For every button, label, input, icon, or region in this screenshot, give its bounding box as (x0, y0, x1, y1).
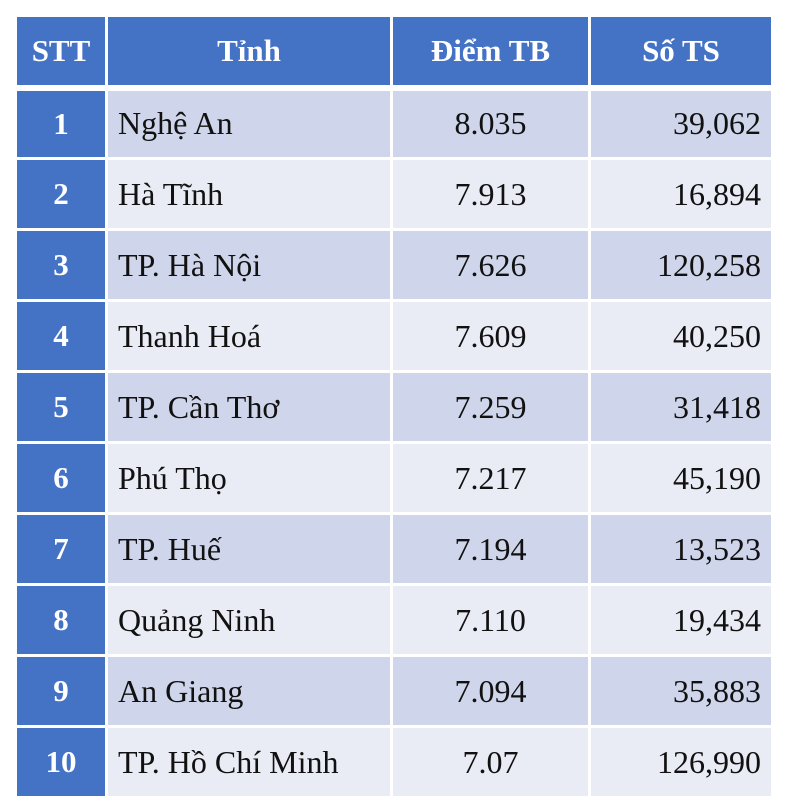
table-row: 9 An Giang 7.094 35,883 (14, 654, 774, 728)
cell-province: Nghệ An (105, 86, 393, 160)
header-candidate-count: Số TS (588, 14, 774, 91)
cell-average-score: 7.913 (390, 157, 591, 231)
table-row: 6 Phú Thọ 7.217 45,190 (14, 441, 774, 515)
cell-average-score: 7.094 (390, 654, 591, 728)
cell-stt: 7 (14, 512, 108, 586)
header-row: STT Tỉnh Điểm TB Số TS (14, 14, 774, 91)
cell-candidate-count: 31,418 (588, 370, 774, 444)
cell-candidate-count: 13,523 (588, 512, 774, 586)
cell-province: TP. Hồ Chí Minh (105, 725, 393, 799)
cell-candidate-count: 40,250 (588, 299, 774, 373)
cell-stt: 10 (14, 725, 108, 799)
cell-average-score: 7.609 (390, 299, 591, 373)
cell-candidate-count: 35,883 (588, 654, 774, 728)
cell-average-score: 7.07 (390, 725, 591, 799)
table-row: 3 TP. Hà Nội 7.626 120,258 (14, 228, 774, 302)
table-row: 5 TP. Cần Thơ 7.259 31,418 (14, 370, 774, 444)
table-row: 8 Quảng Ninh 7.110 19,434 (14, 583, 774, 657)
cell-province: TP. Huế (105, 512, 393, 586)
cell-stt: 4 (14, 299, 108, 373)
cell-province: Thanh Hoá (105, 299, 393, 373)
cell-candidate-count: 39,062 (588, 86, 774, 160)
cell-stt: 2 (14, 157, 108, 231)
table-row: 7 TP. Huế 7.194 13,523 (14, 512, 774, 586)
cell-stt: 6 (14, 441, 108, 515)
cell-average-score: 7.217 (390, 441, 591, 515)
cell-average-score: 8.035 (390, 86, 591, 160)
table-row: 4 Thanh Hoá 7.609 40,250 (14, 299, 774, 373)
cell-stt: 3 (14, 228, 108, 302)
cell-province: TP. Hà Nội (105, 228, 393, 302)
cell-average-score: 7.194 (390, 512, 591, 586)
cell-province: Phú Thọ (105, 441, 393, 515)
cell-average-score: 7.259 (390, 370, 591, 444)
table-row: 10 TP. Hồ Chí Minh 7.07 126,990 (14, 725, 774, 799)
table-row: 1 Nghệ An 8.035 39,062 (14, 86, 774, 160)
header-stt: STT (14, 14, 108, 91)
header-province: Tỉnh (105, 14, 393, 91)
cell-stt: 5 (14, 370, 108, 444)
table-row: 2 Hà Tĩnh 7.913 16,894 (14, 157, 774, 231)
cell-average-score: 7.110 (390, 583, 591, 657)
cell-average-score: 7.626 (390, 228, 591, 302)
table-body: 1 Nghệ An 8.035 39,062 2 Hà Tĩnh 7.913 1… (14, 86, 774, 799)
cell-candidate-count: 16,894 (588, 157, 774, 231)
header-average-score: Điểm TB (390, 14, 591, 91)
cell-province: An Giang (105, 654, 393, 728)
cell-candidate-count: 45,190 (588, 441, 774, 515)
cell-province: Quảng Ninh (105, 583, 393, 657)
cell-candidate-count: 126,990 (588, 725, 774, 799)
province-score-table: STT Tỉnh Điểm TB Số TS 1 Nghệ An 8.035 3… (14, 14, 774, 799)
cell-candidate-count: 120,258 (588, 228, 774, 302)
cell-stt: 9 (14, 654, 108, 728)
table-header: STT Tỉnh Điểm TB Số TS (14, 14, 774, 91)
cell-stt: 1 (14, 86, 108, 160)
cell-province: Hà Tĩnh (105, 157, 393, 231)
cell-province: TP. Cần Thơ (105, 370, 393, 444)
cell-candidate-count: 19,434 (588, 583, 774, 657)
cell-stt: 8 (14, 583, 108, 657)
